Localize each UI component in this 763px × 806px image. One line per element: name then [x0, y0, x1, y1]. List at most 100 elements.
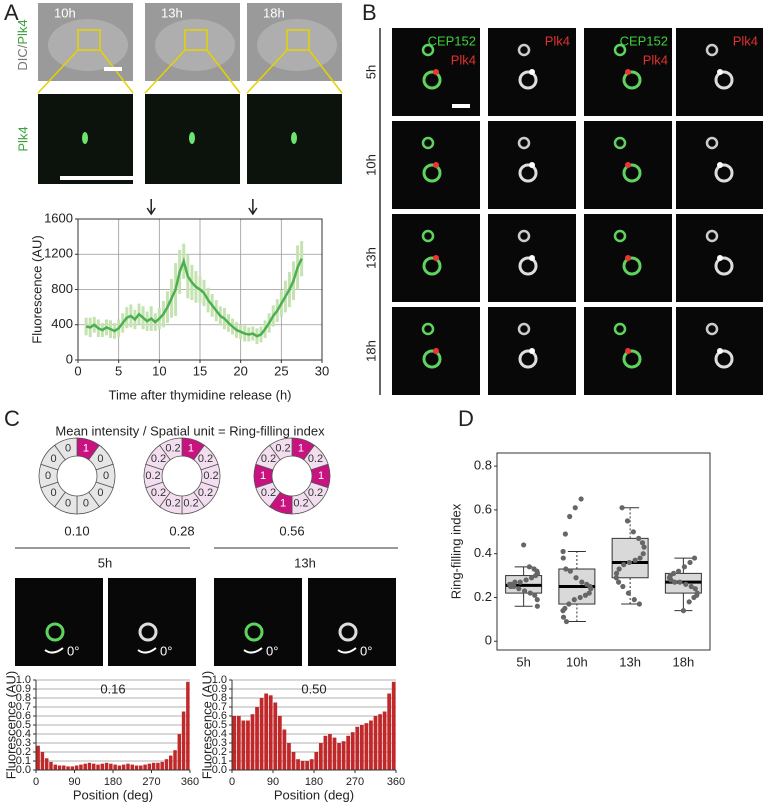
micrograph [308, 578, 396, 666]
angle-arrow [44, 647, 64, 654]
centriole-ring [421, 229, 435, 243]
x-tick-label: 18h [673, 654, 695, 669]
segment-value: 0 [50, 453, 56, 465]
y-tick-label: 1200 [44, 246, 73, 261]
centriole-ring [422, 256, 442, 276]
plk4-dot [717, 255, 723, 261]
histogram-bar [151, 762, 156, 770]
time-label: 18h [263, 5, 285, 20]
histogram-bar [305, 761, 310, 770]
centriole-ring [622, 163, 642, 183]
histogram-bar [373, 716, 378, 770]
histogram-bar [346, 735, 351, 770]
centriole-ring [338, 622, 358, 642]
x-axis-label: Time after thymidine release (h) [108, 387, 291, 402]
angle-label: 0° [360, 643, 372, 658]
annotation: 0.16 [100, 681, 125, 696]
data-point [582, 592, 589, 598]
histogram-bar [87, 762, 92, 770]
segment-value: 0 [97, 487, 103, 499]
angle-label: 0° [67, 643, 79, 658]
histogram-bar [156, 762, 160, 770]
segment-value: 0.2 [275, 442, 290, 454]
histogram-bar [332, 737, 337, 770]
panel-label: C [4, 406, 20, 431]
zoom-box [286, 29, 310, 51]
histogram-bar [291, 752, 296, 770]
histogram-bar [83, 763, 87, 770]
y-tick-label: 0.8 [212, 692, 227, 704]
plk4-dot [529, 348, 535, 354]
histogram-bar [160, 761, 164, 770]
centriole-ring [422, 349, 442, 369]
row-label: 18h [363, 340, 378, 362]
segment-value: 1 [280, 497, 286, 509]
segment-value: 0 [65, 442, 71, 454]
plk4-dot [625, 69, 631, 75]
histogram-bar [259, 698, 264, 770]
centriole-ring [613, 43, 627, 57]
x-tick-label: 360 [387, 776, 405, 788]
segment-value: 0.2 [261, 453, 276, 465]
y-axis-label: Fluorescence (AU) [29, 235, 44, 343]
histogram-bar [268, 695, 273, 770]
micrograph [108, 578, 196, 666]
data-point [686, 599, 692, 605]
cell-shape [48, 19, 128, 71]
segment-value: 1 [318, 470, 324, 482]
y-axis-label: Fluorescence (AU) [199, 671, 214, 779]
histogram-bar [364, 723, 369, 770]
data-point [534, 603, 540, 609]
histogram-bar [49, 761, 53, 770]
data-point [619, 505, 625, 511]
time-arrow [146, 199, 156, 216]
centriole-ring [705, 43, 719, 57]
segment-value: 1 [83, 442, 89, 454]
data-point [567, 513, 573, 520]
micrograph [214, 578, 302, 666]
y-tick-label: 0 [485, 633, 492, 648]
plk4-dot [433, 348, 439, 354]
segment-value: 0.2 [151, 487, 166, 499]
data-point [572, 505, 578, 511]
centriole-ring [422, 70, 442, 90]
histogram-bar [177, 734, 182, 770]
data-point [631, 597, 637, 603]
centriole-ring [45, 622, 65, 642]
centriole-ring [622, 349, 642, 369]
histogram-bar [369, 720, 373, 770]
histogram-bar [70, 766, 75, 770]
histogram-bar [74, 765, 79, 770]
data-point [534, 597, 540, 603]
data-point [683, 581, 689, 587]
y-tick-label: 0.6 [474, 501, 492, 516]
data-point [613, 575, 619, 581]
segment-value: 0 [50, 487, 56, 499]
y-axis-label: Fluorescence (AU) [3, 671, 18, 779]
x-tick-label: 270 [142, 776, 160, 788]
angle-arrow [137, 647, 157, 654]
histogram-bar [113, 764, 117, 770]
histogram-bar [232, 716, 237, 770]
time-label: 5h [98, 555, 112, 570]
ring-segment [269, 437, 293, 461]
y-tick-label: 0.8 [474, 458, 492, 473]
zoom-label: Plk4 [15, 126, 30, 151]
data-point [563, 618, 570, 625]
segment-value: 0.2 [198, 453, 213, 465]
histogram-bar [250, 714, 255, 770]
data-point [566, 601, 572, 607]
plot-frame [496, 452, 711, 651]
histogram-bar [96, 764, 100, 770]
time-label: 13h [294, 555, 316, 570]
segment-value: 0.2 [308, 453, 323, 465]
histogram-bar [264, 693, 269, 770]
zoom-line [206, 49, 241, 94]
x-tick-label: 90 [68, 776, 80, 788]
centriole-ring [705, 229, 719, 243]
line [85, 257, 303, 338]
segment-value: 0.2 [203, 470, 218, 482]
y-tick-label: 0.1 [16, 755, 31, 767]
x-tick-label: 180 [305, 776, 323, 788]
data-point [511, 583, 517, 590]
